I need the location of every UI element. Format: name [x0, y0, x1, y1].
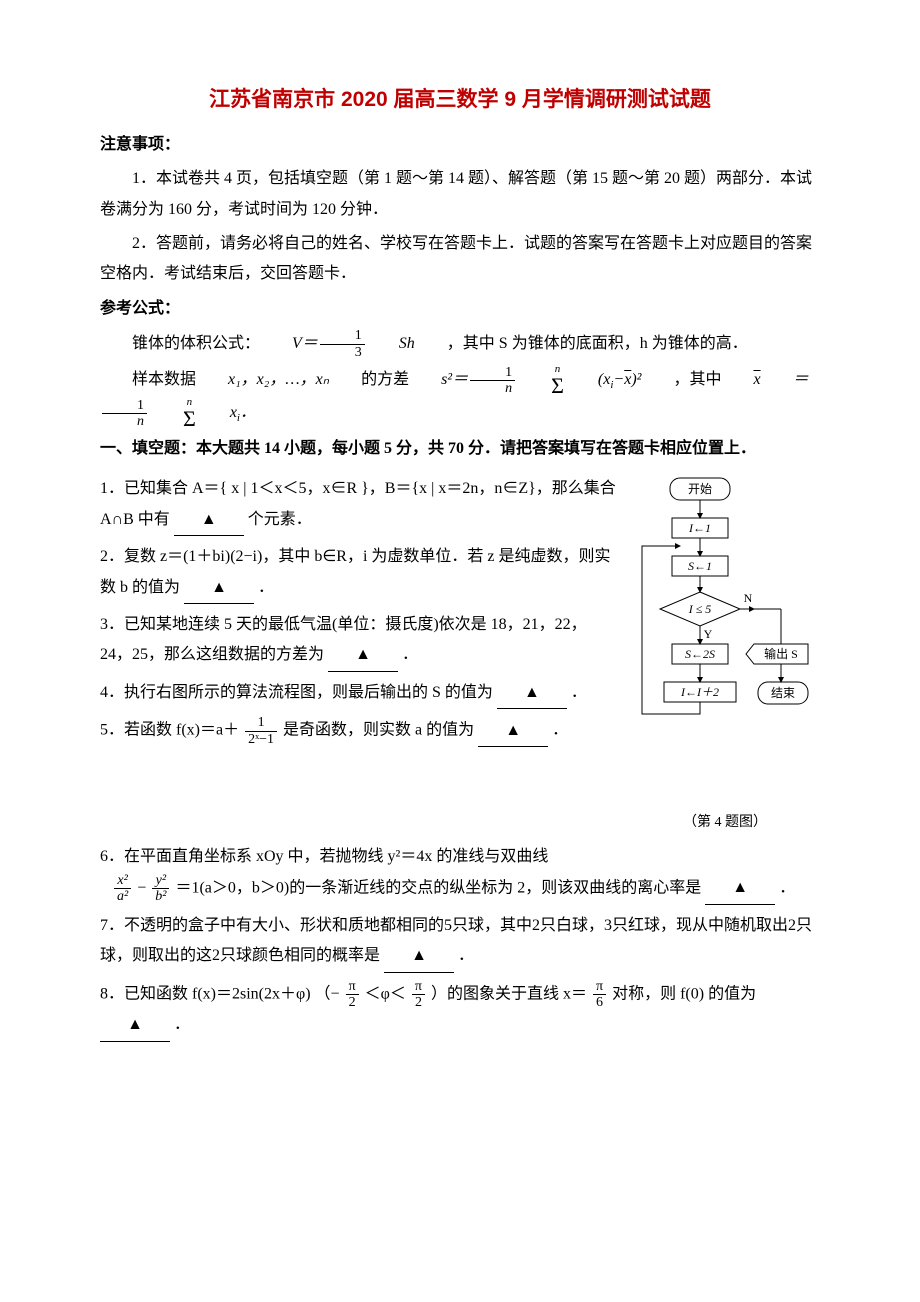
formula1-post: ，其中 S 为锥体的底面积，h 为锥体的高． [415, 329, 748, 359]
formula1-pre: 锥体的体积公式： [100, 329, 260, 359]
flow-cond: I ≤ 5 [688, 602, 712, 616]
formula-2: 样本数据 x₁，x₂，…，xₙ 的方差 s²＝ 1 n n Σ (xi−x)² … [100, 364, 820, 430]
q5: 5．若函数 f(x)＝a＋ 1 2ˣ−1 是奇函数，则实数 a 的值为 ▲ ． [100, 715, 618, 747]
frac-pi-2b: π 2 [412, 979, 425, 1011]
q6: 6．在平面直角坐标系 xOy 中，若抛物线 y²＝4x 的准线与双曲线 x² a… [100, 842, 820, 904]
sum-1: n Σ [519, 364, 564, 397]
formula-head: 参考公式： [100, 294, 820, 324]
q4: 4．执行右图所示的算法流程图，则最后输出的 S 的值为 ▲ ． [100, 678, 618, 709]
formula1-sh: Sh [367, 329, 415, 359]
q7: 7．不透明的盒子中有大小、形状和质地都相同的5只球，其中2只白球，3只红球，现从… [100, 911, 820, 973]
page-title: 江苏省南京市 2020 届高三数学 9 月学情调研测试试题 [100, 80, 820, 120]
one-over-n-2: 1 n [102, 398, 147, 430]
formula2-where: ，其中 [641, 365, 721, 395]
sum-term: (xi−x)² [566, 365, 642, 396]
xi: xi． [198, 398, 256, 429]
fig-caption: （第 4 题图） [630, 810, 820, 837]
varlist: x₁，x₂，…，xₙ [196, 365, 329, 395]
notice-2: 2．答题前，请务必将自己的姓名、学校写在答题卡上．试题的答案写在答题卡上对应题目… [100, 229, 820, 290]
blank-7: ▲ [384, 941, 454, 972]
flow-s2: S←2S [685, 647, 715, 661]
notice-1: 1．本试卷共 4 页，包括填空题（第 1 题～第 14 题）、解答题（第 15 … [100, 164, 820, 225]
flow-s1: S←1 [688, 559, 712, 573]
flow-no: N [744, 591, 753, 605]
one-over-n-1: 1 n [470, 365, 515, 397]
blank-2: ▲ [184, 573, 254, 604]
flow-out: 输出 S [764, 646, 798, 661]
formula2-mid: 的方差 [329, 365, 409, 395]
formula-1: 锥体的体积公式： V＝ 1 3 Sh ，其中 S 为锥体的底面积，h 为锥体的高… [100, 328, 820, 360]
blank-8: ▲ [100, 1010, 170, 1041]
q1: 1．已知集合 A＝{ x | 1＜x＜5，x∈R }，B＝{x | x＝2n，n… [100, 474, 618, 536]
sum-2: n Σ [151, 397, 196, 430]
q4-figure: 开始 I←1 S←1 I ≤ 5 Y N S←2S I←I＋2 输出 S 结束 … [630, 474, 820, 836]
q8: 8．已知函数 f(x)＝2sin(2x＋φ) （− π 2 ＜φ＜ π 2 ）的… [100, 979, 820, 1042]
blank-3: ▲ [328, 640, 398, 671]
blank-4: ▲ [497, 678, 567, 709]
q2: 2．复数 z＝(1＋bi)(2−i)，其中 b∈R，i 为虚数单位．若 z 是纯… [100, 542, 618, 604]
xbar-2: x [721, 365, 760, 395]
notice-head: 注意事项： [100, 130, 820, 160]
frac-pi-2a: π 2 [346, 979, 359, 1011]
frac-y2-b2: y² b² [152, 873, 169, 905]
formula2-eq: s²＝ [409, 365, 468, 395]
frac-pi-6: π 6 [593, 979, 606, 1011]
flow-i2: I←I＋2 [680, 685, 719, 699]
flow-start: 开始 [688, 482, 712, 496]
frac-2x-1: 1 2ˣ−1 [245, 715, 277, 747]
q3: 3．已知某地连续 5 天的最低气温(单位：摄氏度)依次是 18，21，22，24… [100, 610, 618, 672]
flow-end: 结束 [771, 686, 795, 700]
blank-6: ▲ [705, 873, 775, 904]
frac-x2-a2: x² a² [114, 873, 131, 905]
flowchart-svg: 开始 I←1 S←1 I ≤ 5 Y N S←2S I←I＋2 输出 S 结束 [630, 474, 820, 794]
flow-yes: Y [704, 627, 713, 641]
one-third: 1 3 [320, 328, 365, 360]
blank-1: ▲ [174, 505, 244, 536]
section-1: 一、填空题：本大题共 14 小题，每小题 5 分，共 70 分．请把答案填写在答… [100, 434, 820, 464]
formula1-v: V＝ [260, 329, 318, 359]
formula2-pre: 样本数据 [100, 365, 196, 395]
flow-i1: I←1 [688, 521, 711, 535]
blank-5: ▲ [478, 716, 548, 747]
